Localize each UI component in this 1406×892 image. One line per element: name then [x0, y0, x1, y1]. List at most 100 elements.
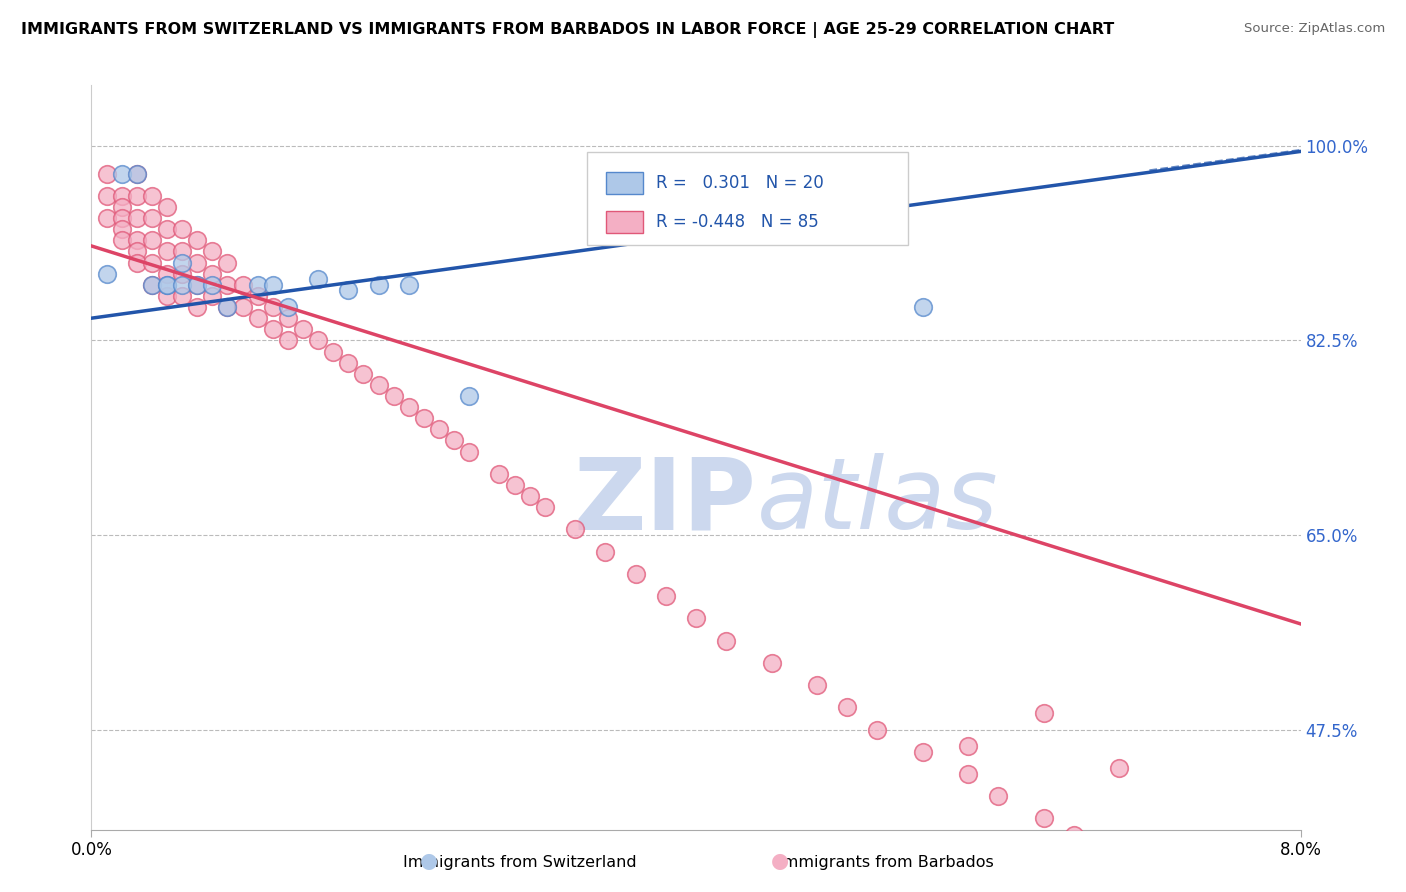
- Point: [624, 566, 647, 581]
- Point: [156, 267, 179, 281]
- Point: [1108, 761, 1130, 775]
- Point: [156, 200, 179, 214]
- FancyBboxPatch shape: [588, 152, 908, 245]
- Text: Immigrants from Switzerland: Immigrants from Switzerland: [404, 855, 637, 870]
- Point: [201, 277, 224, 292]
- Text: atlas: atlas: [756, 453, 998, 550]
- Point: [413, 411, 436, 425]
- Point: [186, 277, 208, 292]
- Point: [125, 211, 148, 226]
- Text: Immigrants from Barbados: Immigrants from Barbados: [778, 855, 994, 870]
- Point: [172, 222, 194, 236]
- Text: IMMIGRANTS FROM SWITZERLAND VS IMMIGRANTS FROM BARBADOS IN LABOR FORCE | AGE 25-: IMMIGRANTS FROM SWITZERLAND VS IMMIGRANT…: [21, 22, 1115, 38]
- Text: ZIP: ZIP: [574, 453, 756, 550]
- Point: [217, 300, 239, 314]
- Point: [141, 189, 163, 203]
- Point: [714, 633, 737, 648]
- FancyBboxPatch shape: [606, 172, 643, 194]
- Point: [398, 277, 420, 292]
- Point: [277, 334, 299, 348]
- Point: [595, 544, 617, 558]
- Point: [367, 277, 389, 292]
- Point: [231, 277, 253, 292]
- Point: [172, 289, 194, 303]
- Point: [488, 467, 510, 481]
- Point: [125, 255, 148, 269]
- Point: [806, 678, 828, 692]
- Point: [519, 489, 541, 503]
- Point: [337, 356, 360, 370]
- Point: [111, 189, 132, 203]
- Text: R =   0.301   N = 20: R = 0.301 N = 20: [657, 174, 824, 192]
- Point: [246, 277, 269, 292]
- Text: Source: ZipAtlas.com: Source: ZipAtlas.com: [1244, 22, 1385, 36]
- Point: [458, 389, 481, 403]
- Point: [217, 300, 239, 314]
- Point: [987, 789, 1010, 804]
- Point: [111, 200, 132, 214]
- Point: [111, 233, 132, 247]
- Point: [96, 189, 118, 203]
- Point: [111, 167, 132, 181]
- Point: [277, 311, 299, 326]
- Point: [292, 322, 315, 336]
- Point: [111, 211, 132, 226]
- Point: [398, 400, 420, 414]
- Point: [141, 233, 163, 247]
- Point: [156, 277, 179, 292]
- Point: [186, 255, 208, 269]
- Point: [427, 422, 450, 436]
- Point: [172, 244, 194, 259]
- Point: [125, 167, 148, 181]
- Point: [382, 389, 405, 403]
- Point: [141, 277, 163, 292]
- Point: [262, 322, 284, 336]
- Point: [654, 589, 676, 603]
- Point: [156, 289, 179, 303]
- Point: [307, 334, 329, 348]
- Point: [201, 267, 224, 281]
- Point: [1063, 828, 1085, 842]
- Point: [352, 367, 374, 381]
- Point: [172, 277, 194, 292]
- Point: [835, 700, 858, 714]
- Point: [125, 244, 148, 259]
- Point: [141, 277, 163, 292]
- Point: [367, 377, 389, 392]
- Point: [262, 300, 284, 314]
- Text: ●: ●: [420, 851, 437, 871]
- Point: [246, 289, 269, 303]
- Point: [172, 255, 194, 269]
- Point: [217, 255, 239, 269]
- Point: [186, 233, 208, 247]
- Point: [307, 272, 329, 286]
- Point: [125, 189, 148, 203]
- Point: [141, 211, 163, 226]
- Text: R = -0.448   N = 85: R = -0.448 N = 85: [657, 213, 818, 231]
- Point: [443, 434, 465, 448]
- Point: [186, 277, 208, 292]
- Point: [262, 277, 284, 292]
- Point: [125, 167, 148, 181]
- Point: [156, 244, 179, 259]
- Point: [156, 277, 179, 292]
- Point: [533, 500, 555, 515]
- Point: [141, 255, 163, 269]
- Point: [911, 745, 934, 759]
- Point: [564, 523, 586, 537]
- Point: [866, 723, 889, 737]
- Point: [1108, 862, 1130, 876]
- Point: [201, 244, 224, 259]
- Point: [156, 222, 179, 236]
- Point: [1032, 812, 1054, 826]
- Point: [956, 767, 979, 781]
- Point: [217, 277, 239, 292]
- Point: [125, 233, 148, 247]
- Point: [1139, 884, 1161, 892]
- Point: [277, 300, 299, 314]
- Point: [911, 300, 934, 314]
- Point: [503, 478, 526, 492]
- Point: [231, 300, 253, 314]
- Point: [685, 611, 707, 625]
- Point: [761, 656, 783, 670]
